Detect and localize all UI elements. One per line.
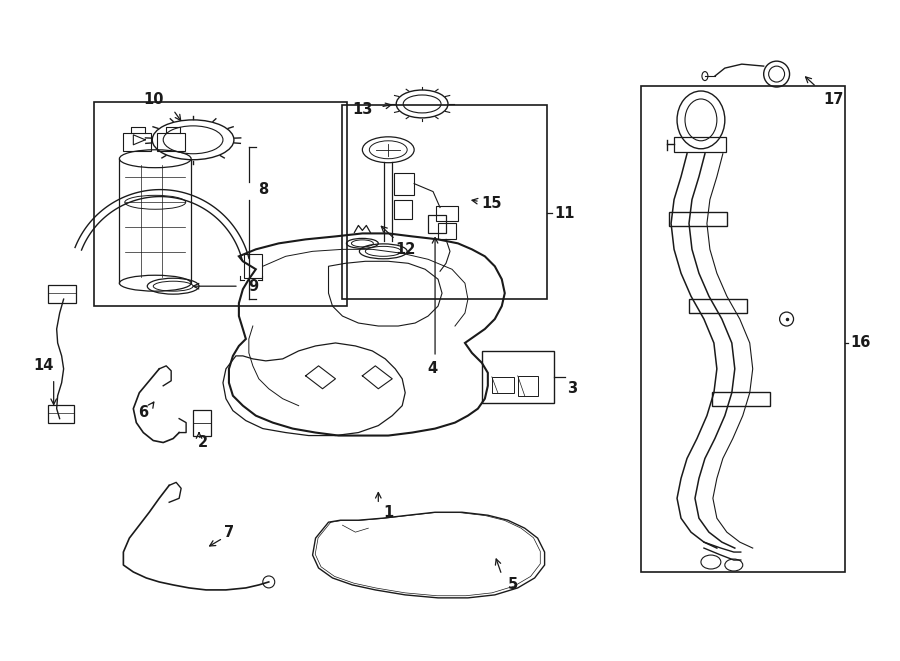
Bar xyxy=(482,351,554,403)
Text: 4: 4 xyxy=(427,362,437,376)
Text: 7: 7 xyxy=(224,525,234,539)
Bar xyxy=(518,376,537,396)
Text: 15: 15 xyxy=(482,196,502,211)
Text: 11: 11 xyxy=(554,206,575,221)
Text: 10: 10 xyxy=(143,93,164,108)
Text: 16: 16 xyxy=(850,335,870,350)
Bar xyxy=(674,137,725,152)
Bar xyxy=(641,86,845,572)
Bar xyxy=(123,133,151,151)
Text: 13: 13 xyxy=(352,102,373,118)
Bar xyxy=(158,133,185,151)
Bar xyxy=(394,200,412,219)
Text: 9: 9 xyxy=(248,279,258,293)
Bar xyxy=(436,206,458,221)
Bar xyxy=(689,299,747,313)
Text: 12: 12 xyxy=(395,242,416,257)
Bar xyxy=(491,377,514,393)
Bar xyxy=(244,254,262,278)
Bar xyxy=(48,285,76,303)
Bar xyxy=(712,392,769,406)
Bar xyxy=(394,173,414,194)
Bar xyxy=(94,102,347,306)
Bar xyxy=(669,212,727,227)
Text: 5: 5 xyxy=(508,578,518,592)
Bar xyxy=(343,105,546,299)
Text: 3: 3 xyxy=(568,381,578,396)
Bar xyxy=(194,410,211,436)
Text: 17: 17 xyxy=(824,93,844,108)
Text: 14: 14 xyxy=(33,358,54,373)
Text: 1: 1 xyxy=(383,505,393,520)
Text: 6: 6 xyxy=(139,405,148,420)
Bar xyxy=(428,215,446,233)
Bar xyxy=(438,223,456,239)
Text: 8: 8 xyxy=(257,182,268,197)
Text: 2: 2 xyxy=(198,435,208,450)
Bar xyxy=(48,405,74,422)
